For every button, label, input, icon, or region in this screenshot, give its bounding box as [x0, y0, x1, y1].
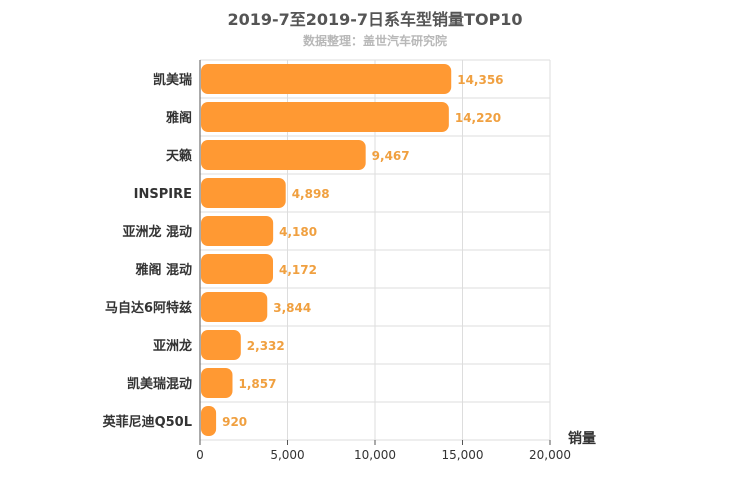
- tick-label: 15,000: [442, 448, 484, 462]
- chart-subtitle: 数据整理：盖世汽车研究院: [302, 34, 447, 48]
- category-label: 亚洲龙 混动: [122, 224, 192, 240]
- bar: [201, 292, 268, 322]
- category-label: 英菲尼迪Q50L: [102, 414, 192, 430]
- value-label: 2,332: [247, 339, 285, 353]
- value-label: 14,220: [455, 111, 501, 125]
- category-label: 凯美瑞混动: [127, 376, 192, 392]
- bar: [201, 330, 241, 360]
- bar: [201, 178, 286, 208]
- category-label: INSPIRE: [134, 187, 192, 202]
- category-label: 马自达6阿特兹: [105, 300, 192, 316]
- category-label: 雅阁 混动: [135, 262, 192, 278]
- category-label: 凯美瑞: [153, 72, 192, 88]
- axis-title-xlabel: 销量: [568, 430, 596, 447]
- category-label: 雅阁: [166, 110, 192, 126]
- value-label: 3,844: [273, 301, 311, 315]
- bar: [201, 406, 217, 436]
- value-labels: 14,356 14,220 9,467 4,898 4,180 4,172 3,844 2,3…: [222, 73, 503, 429]
- value-label: 4,898: [292, 187, 330, 201]
- bar: [201, 64, 452, 94]
- tick-label: 20,000: [529, 448, 571, 462]
- bar: [201, 140, 366, 170]
- x-axis-ticks: 0 5,000 10,000 15,000 20,000: [196, 440, 571, 462]
- bar: [201, 254, 274, 284]
- value-label: 4,172: [279, 263, 317, 277]
- tick-label: 5,000: [270, 448, 304, 462]
- value-label: 1,857: [238, 377, 276, 391]
- tick-label: 10,000: [354, 448, 396, 462]
- bar: [201, 216, 274, 246]
- bar: [201, 368, 233, 398]
- tick-label: 0: [196, 448, 204, 462]
- bar-series: [201, 64, 452, 436]
- chart-title: 2019-7至2019-7日系车型销量TOP10: [227, 10, 523, 29]
- value-label: 4,180: [279, 225, 317, 239]
- value-label: 920: [222, 415, 247, 429]
- value-label: 9,467: [372, 149, 410, 163]
- bar: [201, 102, 449, 132]
- category-label: 亚洲龙: [153, 338, 192, 354]
- value-label: 14,356: [457, 73, 503, 87]
- category-label: 天籁: [166, 148, 192, 164]
